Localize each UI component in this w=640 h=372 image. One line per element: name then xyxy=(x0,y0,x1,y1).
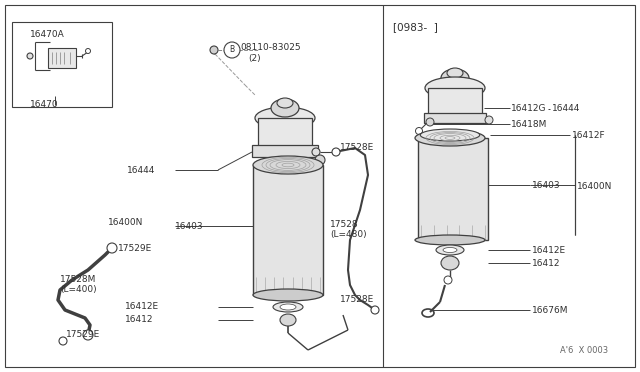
Circle shape xyxy=(315,155,325,165)
Ellipse shape xyxy=(436,245,464,255)
Text: 08110-83025: 08110-83025 xyxy=(240,43,301,52)
Ellipse shape xyxy=(255,107,315,129)
Ellipse shape xyxy=(253,156,323,174)
Ellipse shape xyxy=(415,130,485,146)
Ellipse shape xyxy=(253,289,323,301)
Text: 16444: 16444 xyxy=(127,166,156,175)
Circle shape xyxy=(27,53,33,59)
Text: (2): (2) xyxy=(248,54,260,63)
Circle shape xyxy=(312,148,320,156)
Text: 16412: 16412 xyxy=(532,259,561,268)
Ellipse shape xyxy=(447,68,463,78)
Bar xyxy=(418,138,488,240)
Bar xyxy=(252,145,318,157)
Ellipse shape xyxy=(425,77,485,99)
Text: 17528
(L=480): 17528 (L=480) xyxy=(330,220,367,240)
Ellipse shape xyxy=(280,314,296,326)
Text: 17529E: 17529E xyxy=(66,330,100,339)
Ellipse shape xyxy=(273,302,303,312)
Text: 16470: 16470 xyxy=(30,100,59,109)
Text: A'6  X 0003: A'6 X 0003 xyxy=(560,346,608,355)
Text: [0983-  ]: [0983- ] xyxy=(393,22,438,32)
Bar xyxy=(428,88,482,116)
Ellipse shape xyxy=(441,69,469,87)
Bar xyxy=(258,118,312,148)
Bar xyxy=(48,48,76,68)
Bar xyxy=(424,113,486,123)
Text: 16470A: 16470A xyxy=(30,30,65,39)
Text: 16400N: 16400N xyxy=(108,218,143,227)
Circle shape xyxy=(210,46,218,54)
Circle shape xyxy=(485,116,493,124)
Text: 16418M: 16418M xyxy=(511,120,547,129)
Text: 16412E: 16412E xyxy=(125,302,159,311)
Bar xyxy=(253,165,323,295)
Ellipse shape xyxy=(420,129,480,141)
Ellipse shape xyxy=(443,247,457,253)
Text: 16444: 16444 xyxy=(552,104,580,113)
Circle shape xyxy=(415,128,422,135)
Text: 16412E: 16412E xyxy=(532,246,566,255)
Ellipse shape xyxy=(277,98,293,108)
Ellipse shape xyxy=(441,256,459,270)
Text: 16412G: 16412G xyxy=(511,104,547,113)
Circle shape xyxy=(444,276,452,284)
Ellipse shape xyxy=(280,304,296,310)
Circle shape xyxy=(224,42,240,58)
Text: 17529E: 17529E xyxy=(118,244,152,253)
Text: B: B xyxy=(229,45,234,54)
Circle shape xyxy=(426,118,434,126)
Text: 16676M: 16676M xyxy=(532,306,568,315)
Circle shape xyxy=(107,243,117,253)
Text: 17528M
(L=400): 17528M (L=400) xyxy=(60,275,97,294)
Ellipse shape xyxy=(271,99,299,117)
Text: 16412F: 16412F xyxy=(572,131,605,140)
Bar xyxy=(12,22,112,107)
Ellipse shape xyxy=(415,235,485,245)
Text: 16400N: 16400N xyxy=(577,182,612,191)
Text: 16412: 16412 xyxy=(125,315,154,324)
Circle shape xyxy=(86,48,90,54)
Text: 16403: 16403 xyxy=(532,181,561,190)
Text: 17528E: 17528E xyxy=(340,295,374,304)
Circle shape xyxy=(83,330,93,340)
Circle shape xyxy=(371,306,379,314)
Text: 17528E: 17528E xyxy=(340,143,374,152)
Text: 16403: 16403 xyxy=(175,222,204,231)
Circle shape xyxy=(332,148,340,156)
Circle shape xyxy=(59,337,67,345)
